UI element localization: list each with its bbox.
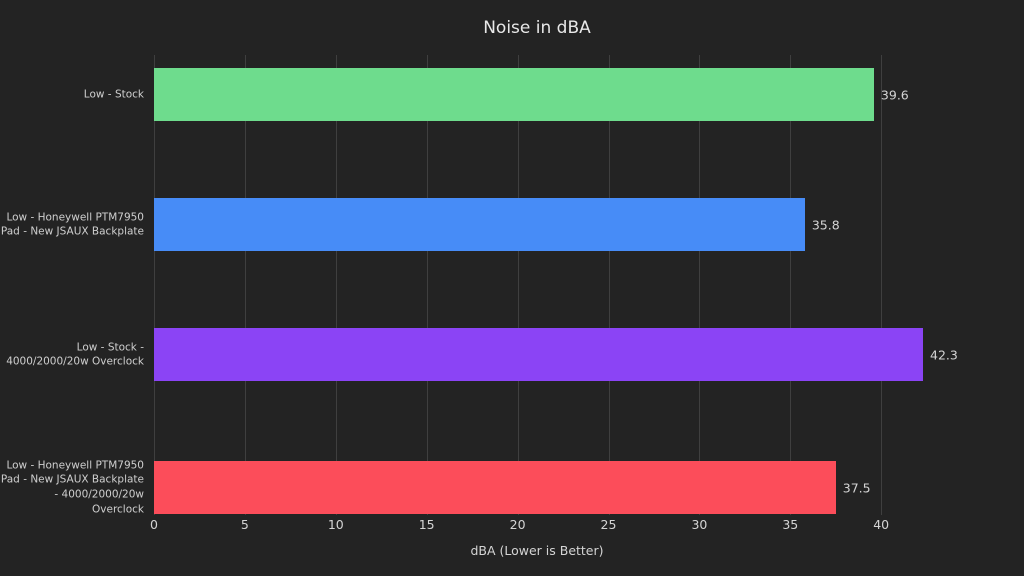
bar bbox=[154, 198, 805, 251]
category-label: Low - Stock - 4000/2000/20w Overclock bbox=[6, 340, 144, 368]
category-label: Low - Honeywell PTM7950 Pad - New JSAUX … bbox=[0, 210, 144, 238]
gridline bbox=[517, 55, 519, 515]
x-tick-label: 25 bbox=[600, 517, 617, 532]
x-tick-label: 20 bbox=[509, 517, 526, 532]
gridline bbox=[154, 55, 155, 515]
gridline bbox=[244, 55, 246, 515]
x-tick-label: 5 bbox=[240, 517, 249, 532]
x-tick-label: 30 bbox=[691, 517, 708, 532]
value-label: 37.5 bbox=[842, 480, 871, 495]
gridline bbox=[335, 55, 337, 515]
x-tick-label: 10 bbox=[327, 517, 344, 532]
gridline bbox=[426, 55, 428, 515]
x-tick-label: 0 bbox=[150, 517, 158, 532]
bar bbox=[154, 461, 836, 514]
gridline bbox=[699, 55, 701, 515]
x-tick-label: 40 bbox=[873, 517, 890, 532]
category-label: Low - Honeywell PTM7950 Pad - New JSAUX … bbox=[0, 459, 144, 516]
x-tick-label: 35 bbox=[782, 517, 799, 532]
gridline bbox=[881, 55, 883, 515]
value-label: 39.6 bbox=[880, 87, 909, 102]
gridline bbox=[790, 55, 792, 515]
value-label: 35.8 bbox=[811, 217, 840, 232]
x-tick-label: 15 bbox=[418, 517, 435, 532]
gridline bbox=[608, 55, 610, 515]
bar bbox=[154, 68, 874, 121]
value-label: 42.3 bbox=[930, 347, 958, 362]
x-axis-title: dBA (Lower is Better) bbox=[470, 543, 604, 558]
bar bbox=[154, 328, 923, 381]
category-label: Low - Stock bbox=[83, 88, 144, 101]
chart-title: Noise in dBA bbox=[483, 18, 591, 38]
